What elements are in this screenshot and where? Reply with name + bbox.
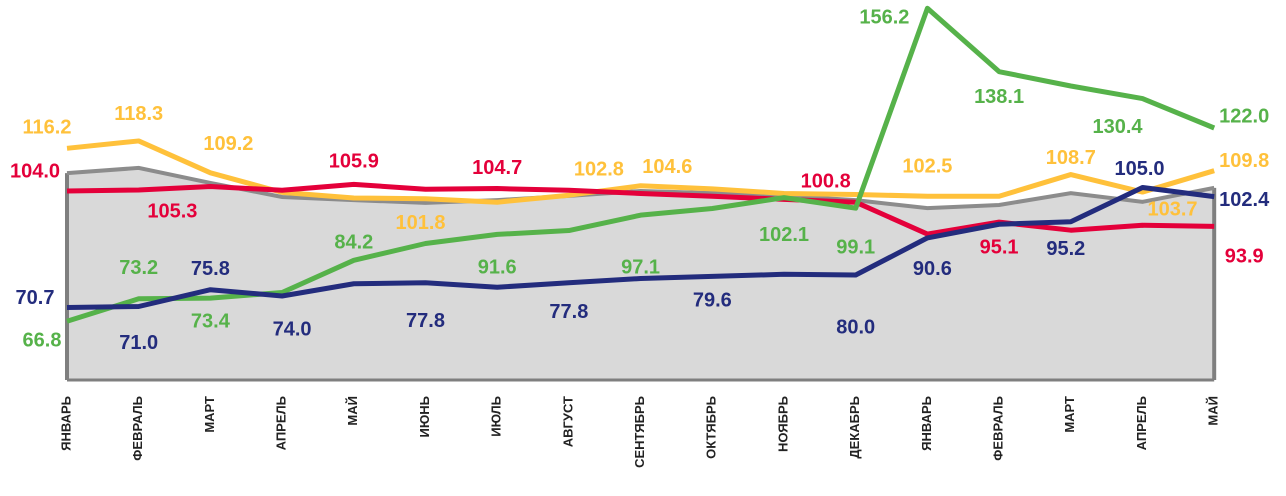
- value-label: 108.7: [1046, 147, 1096, 169]
- value-label: 74.0: [273, 318, 312, 340]
- x-tick-label: СЕНТЯБРЬ: [632, 396, 647, 468]
- x-tick-label: МАЙ: [1206, 396, 1221, 426]
- value-label: 101.8: [395, 212, 445, 234]
- x-tick-label: АПРЕЛЬ: [1134, 396, 1149, 450]
- value-label: 79.6: [693, 290, 732, 312]
- value-label: 102.1: [759, 224, 809, 246]
- value-label: 104.0: [10, 160, 60, 182]
- value-label: 75.8: [191, 258, 230, 280]
- x-tick-label: АВГУСТ: [560, 396, 575, 447]
- series-line: [66, 138, 1215, 205]
- value-label: 130.4: [1092, 116, 1143, 138]
- value-label: 90.6: [913, 258, 952, 280]
- value-label: 118.3: [114, 103, 163, 125]
- x-tick-label: ИЮЛЬ: [489, 396, 504, 437]
- value-label: 100.8: [801, 170, 851, 192]
- x-tick-label: ДЕКАБРЬ: [847, 396, 862, 459]
- x-tick-label: МАЙ: [345, 396, 360, 426]
- x-tick-label: АПРЕЛЬ: [274, 396, 289, 450]
- value-label: 70.7: [16, 287, 55, 309]
- x-tick-label: НОЯБРЬ: [775, 396, 790, 452]
- series-line: [66, 185, 1215, 311]
- value-label: 104.7: [472, 157, 522, 179]
- value-label: 66.8: [23, 329, 62, 351]
- x-tick-label: ФЕВРАЛЬ: [991, 396, 1006, 461]
- value-label: 80.0: [836, 316, 875, 338]
- value-label: 103.7: [1147, 198, 1197, 220]
- value-label: 116.2: [23, 117, 72, 139]
- value-label: 95.2: [1046, 238, 1085, 260]
- value-label: 97.1: [621, 256, 660, 278]
- value-label: 73.2: [119, 257, 158, 279]
- value-label: 77.8: [406, 310, 445, 332]
- value-label: 102.4: [1219, 189, 1270, 211]
- value-label: 95.1: [980, 236, 1019, 258]
- x-tick-label: МАРТ: [1062, 396, 1077, 433]
- value-label: 122.0: [1219, 105, 1269, 127]
- x-tick-label: ЯНВАРЬ: [919, 396, 934, 451]
- value-label: 156.2: [859, 7, 909, 29]
- x-tick-label: ЯНВАРЬ: [58, 396, 73, 451]
- value-label: 109.8: [1219, 150, 1269, 172]
- value-label: 105.3: [147, 201, 197, 223]
- value-label: 105.0: [1114, 158, 1164, 180]
- value-label: 104.6: [642, 156, 692, 178]
- x-tick-label: ОКТЯБРЬ: [704, 396, 719, 459]
- value-label: 102.5: [902, 156, 952, 178]
- value-label: 73.4: [191, 310, 231, 332]
- area: [67, 167, 1215, 380]
- value-label: 99.1: [836, 236, 875, 258]
- x-tick-label: ФЕВРАЛЬ: [130, 396, 145, 461]
- x-tick-label: МАРТ: [202, 396, 217, 433]
- value-label: 105.9: [329, 151, 379, 173]
- value-label: 77.8: [549, 301, 588, 323]
- x-tick-label: ИЮНЬ: [417, 396, 432, 437]
- value-label: 102.8: [574, 158, 624, 180]
- value-label: 71.0: [119, 332, 158, 354]
- value-label: 91.6: [478, 257, 517, 279]
- value-label: 84.2: [334, 232, 373, 254]
- value-label: 93.9: [1225, 246, 1264, 268]
- value-label: 138.1: [974, 86, 1024, 108]
- value-label: 109.2: [203, 133, 253, 155]
